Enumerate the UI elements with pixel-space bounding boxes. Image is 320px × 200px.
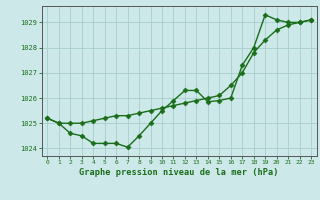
X-axis label: Graphe pression niveau de la mer (hPa): Graphe pression niveau de la mer (hPa) [79, 168, 279, 177]
